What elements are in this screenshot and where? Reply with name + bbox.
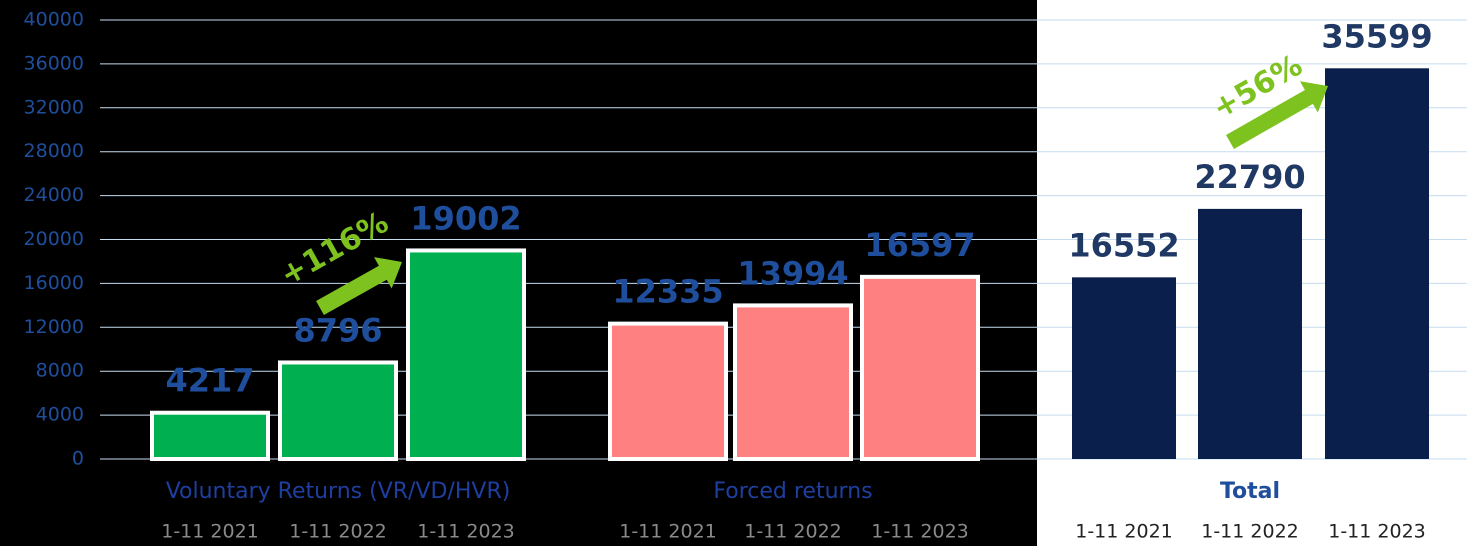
bar (1072, 277, 1176, 459)
y-tick-label: 16000 (24, 272, 84, 294)
x-tick-label: 1-11 2022 (1201, 521, 1299, 543)
value-label: 13994 (737, 254, 848, 292)
y-tick-label: 40000 (24, 9, 84, 31)
x-tick-label: 1-11 2021 (619, 521, 717, 543)
x-tick-label: 1-11 2021 (161, 521, 259, 543)
group-label: Total (1220, 479, 1280, 504)
x-tick-label: 1-11 2021 (1075, 521, 1173, 543)
y-tick-label: 12000 (24, 316, 84, 338)
y-tick-label: 4000 (36, 404, 84, 426)
y-tick-label: 8000 (36, 360, 84, 382)
bar (608, 321, 728, 461)
arrow (316, 257, 402, 315)
group-label: Voluntary Returns (VR/VD/HVR) (166, 479, 511, 504)
value-label: 16552 (1068, 226, 1179, 264)
y-tick-label: 32000 (24, 96, 84, 118)
y-tick-label: 36000 (24, 52, 84, 74)
bar (733, 303, 853, 462)
bar (406, 248, 526, 461)
value-label: 12335 (612, 273, 723, 311)
bar (150, 410, 270, 461)
x-tick-label: 1-11 2022 (744, 521, 842, 543)
value-label: 22790 (1194, 158, 1305, 196)
y-tick-label: 28000 (24, 140, 84, 162)
bar (1198, 208, 1302, 459)
value-label: 4217 (165, 362, 254, 400)
group-label: Forced returns (713, 479, 872, 504)
x-tick-label: 1-11 2022 (289, 521, 387, 543)
x-tick-label: 1-11 2023 (1328, 521, 1426, 543)
value-label: 19002 (410, 199, 521, 237)
arrow (1226, 81, 1328, 149)
y-tick-label: 24000 (24, 184, 84, 206)
y-tick-label: 20000 (24, 228, 84, 250)
x-tick-label: 1-11 2023 (417, 521, 515, 543)
bar (278, 360, 398, 461)
value-label: 35599 (1321, 17, 1432, 55)
y-tick-label: 0 (72, 448, 84, 470)
value-label: 16597 (864, 226, 975, 264)
value-label: 8796 (293, 311, 382, 349)
bar (860, 274, 980, 461)
bar (1325, 68, 1429, 460)
x-tick-label: 1-11 2023 (871, 521, 969, 543)
